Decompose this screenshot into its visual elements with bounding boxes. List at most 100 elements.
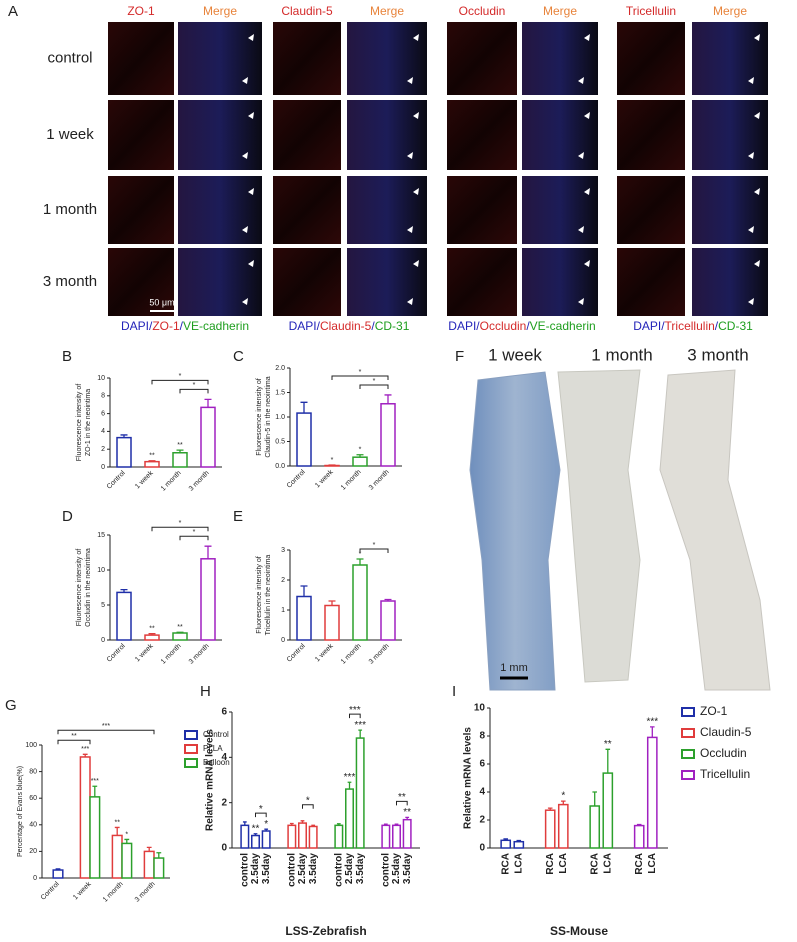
x-tick-label: control — [380, 853, 391, 887]
y-tick-label: 10 — [474, 703, 486, 714]
x-tick-label: 2.5day — [250, 853, 261, 885]
caption-part: CD-31 — [718, 319, 753, 333]
micrograph — [692, 248, 768, 316]
x-tick-label: 3.5day — [308, 853, 319, 885]
bar — [296, 412, 312, 467]
y-tick-label: 2 — [221, 797, 227, 808]
y-tick-label: 60 — [29, 795, 37, 802]
micrograph — [108, 22, 174, 95]
arrowhead — [754, 34, 760, 41]
error-bar — [253, 833, 258, 836]
vessel-image — [659, 369, 771, 691]
significance-bracket — [179, 388, 209, 394]
bar — [298, 822, 307, 849]
legend-swatch — [681, 749, 695, 759]
panel-letter: D — [62, 508, 73, 525]
y-axis-label: Claudin-5 in the neointima — [265, 376, 272, 457]
significance-bracket — [57, 739, 91, 745]
significance-label: ** — [71, 733, 77, 740]
significance-label: * — [306, 795, 310, 806]
bar — [352, 456, 368, 467]
caption-part: Tricellulin — [665, 319, 715, 333]
bar — [352, 564, 368, 641]
arrowhead — [584, 34, 590, 41]
error-bar — [605, 748, 611, 774]
x-tick-label: control — [333, 853, 344, 887]
y-tick-label: 0 — [101, 637, 105, 644]
significance-bracket — [331, 375, 389, 380]
legend-swatch — [681, 728, 695, 738]
arrowhead — [413, 112, 419, 119]
column-header: Claudin-5 — [281, 4, 333, 18]
caption-part: CD-31 — [375, 319, 410, 333]
micrograph — [273, 176, 341, 244]
micrograph — [617, 100, 685, 170]
x-axis-label: SS-Mouse — [550, 924, 608, 938]
arrowhead — [584, 112, 590, 119]
legend-label: PLLA — [203, 744, 223, 753]
error-bar — [347, 781, 352, 790]
micrograph — [447, 176, 517, 244]
caption-part: DAPI — [448, 319, 476, 333]
bar — [261, 830, 271, 849]
arrowhead — [407, 152, 413, 159]
error-bar — [384, 598, 392, 601]
significance-marker: ** — [114, 819, 120, 826]
micrograph — [108, 176, 174, 244]
bar — [153, 857, 165, 879]
y-tick-label: 10 — [97, 567, 105, 574]
significance-marker: *** — [646, 717, 658, 728]
significance-label: * — [359, 369, 362, 376]
significance-marker: * — [125, 831, 128, 838]
error-bar — [156, 852, 162, 859]
y-axis-label: Occludin in the neointima — [85, 548, 92, 627]
significance-marker: ** — [149, 453, 155, 460]
arrowhead — [242, 77, 248, 84]
arrowhead — [578, 298, 584, 305]
bar — [200, 406, 216, 468]
bar — [200, 558, 216, 641]
error-bar — [503, 838, 508, 841]
y-tick-label: 1.0 — [275, 414, 285, 421]
bar — [589, 805, 601, 849]
error-bar — [92, 785, 98, 797]
chart: D 0 5 10 15 Fluorescence intensity of Occludin… — [62, 508, 222, 666]
y-tick-label: 8 — [101, 393, 105, 400]
significance-bracket — [396, 800, 408, 806]
significance-label: * — [373, 542, 376, 549]
y-tick-label: 4 — [479, 787, 485, 798]
arrowhead — [248, 260, 254, 267]
error-bar — [311, 824, 316, 827]
x-tick-label: Control — [40, 880, 61, 901]
significance-bracket — [57, 729, 155, 735]
micrograph — [178, 176, 262, 244]
significance-label: *** — [102, 723, 110, 730]
error-bar — [120, 588, 128, 593]
y-tick-label: 20 — [29, 848, 37, 855]
arrowhead — [578, 152, 584, 159]
x-tick-label: 1 week — [314, 642, 335, 663]
legend-label: Balloon — [203, 758, 230, 767]
y-tick-label: 4 — [101, 428, 105, 435]
micrograph — [273, 22, 341, 95]
column-header: ZO-1 — [127, 4, 155, 18]
y-tick-label: 10 — [97, 375, 105, 382]
caption-part: Occludin — [480, 319, 527, 333]
legend-label: Claudin-5 — [700, 725, 752, 739]
x-tick-label: LCA — [602, 853, 613, 874]
significance-label: * — [259, 804, 263, 815]
vessel-image — [469, 371, 561, 691]
micrograph — [692, 22, 768, 95]
x-tick-label: 3 month — [368, 469, 391, 492]
row-label: control — [47, 49, 92, 66]
row-label: 1 week — [46, 126, 94, 143]
y-axis-label: Fluorescence intensity of — [256, 378, 263, 455]
legend-label: Tricellulin — [700, 767, 750, 781]
x-tick-label: 1 month — [102, 881, 125, 904]
legend-label: ZO-1 — [700, 704, 728, 718]
x-tick-label: 2.5day — [297, 853, 308, 885]
caption-part: / — [715, 319, 719, 333]
y-tick-label: 0 — [479, 843, 485, 854]
x-tick-label: 1 week — [134, 469, 155, 490]
bar — [380, 403, 396, 467]
